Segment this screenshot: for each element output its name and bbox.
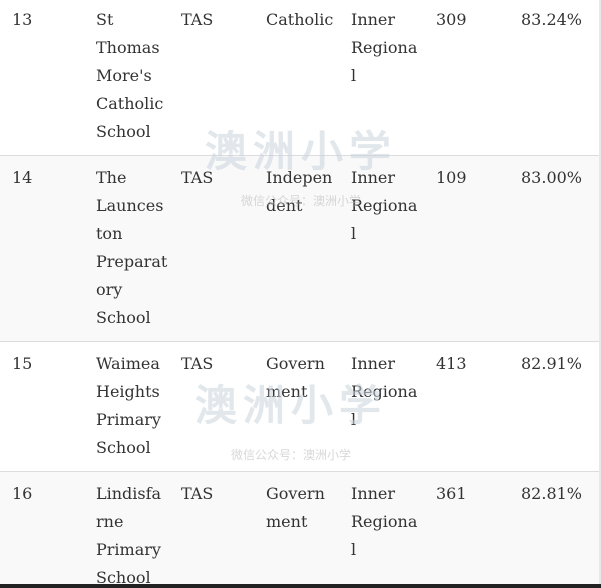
school-name-cell: St Thomas More's Catholic School <box>96 10 164 141</box>
percent-cell: 83.00% <box>521 168 583 187</box>
rank-cell: 15 <box>12 354 33 373</box>
enrolment-cell: 361 <box>436 484 467 503</box>
sector-cell: Catholic <box>266 10 334 29</box>
bottom-border <box>0 584 601 588</box>
region-cell: Inner Regiona l <box>351 168 418 243</box>
region-cell: Inner Regiona l <box>351 10 418 85</box>
sector-cell: Indepen dent <box>266 168 333 215</box>
state-cell: TAS <box>181 168 214 187</box>
percent-cell: 83.24% <box>521 10 583 29</box>
region-cell: Inner Regiona l <box>351 354 418 429</box>
enrolment-cell: 309 <box>436 10 467 29</box>
enrolment-cell: 109 <box>436 168 467 187</box>
school-name-cell: Waimea Heights Primary School <box>96 354 161 457</box>
state-cell: TAS <box>181 10 214 29</box>
table-row: 16 Lindisfa rne Primary School TAS Gover… <box>0 472 601 588</box>
percent-cell: 82.91% <box>521 354 583 373</box>
sector-cell: Govern ment <box>266 354 325 401</box>
table-row: 15 Waimea Heights Primary School TAS Gov… <box>0 342 601 472</box>
rank-cell: 13 <box>12 10 33 29</box>
region-cell: Inner Regiona l <box>351 484 418 559</box>
enrolment-cell: 413 <box>436 354 467 373</box>
state-cell: TAS <box>181 354 214 373</box>
sector-cell: Govern ment <box>266 484 325 531</box>
table-row: 13 St Thomas More's Catholic School TAS … <box>0 0 601 156</box>
school-name-cell: Lindisfa rne Primary School <box>96 484 162 587</box>
scroll-edge <box>599 0 601 588</box>
percent-cell: 82.81% <box>521 484 583 503</box>
school-name-cell: The Launces ton Preparat ory School <box>96 168 168 327</box>
rank-cell: 16 <box>12 484 33 503</box>
state-cell: TAS <box>181 484 214 503</box>
rank-cell: 14 <box>12 168 33 187</box>
table-row: 14 The Launces ton Preparat ory School T… <box>0 156 601 342</box>
